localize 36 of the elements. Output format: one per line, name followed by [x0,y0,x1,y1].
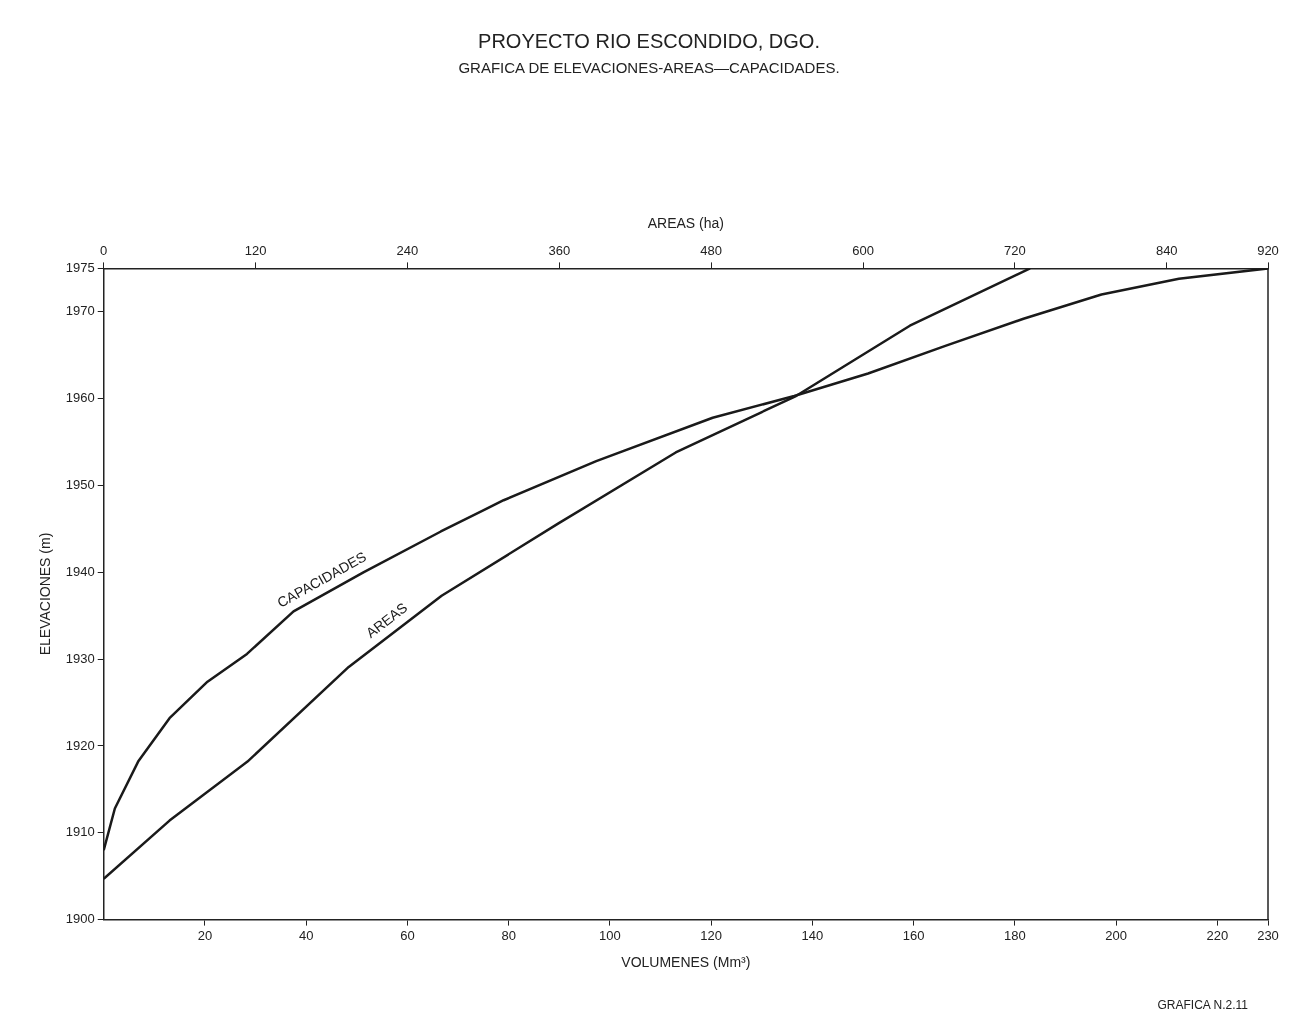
y-tick-label: 1910 [65,824,95,840]
x2-tick-label: 600 [852,243,874,259]
y-tick-label: 1970 [65,303,95,319]
x-tick-label: 200 [1105,927,1127,943]
x-axis-title: VOLUMENES (Mm³) [621,954,751,971]
text: GRAFICA N.2.11 [1157,998,1249,1013]
x2-tick-label: 360 [548,243,571,259]
y-axis-title: ELEVACIONES (m) [37,532,54,656]
x-tick-label: 220 [1206,927,1229,943]
x2-tick-label: 120 [244,243,267,259]
chart-subtitle: GRAFICA DE ELEVACIONES-AREAS—CAPACIDADES. [458,59,840,77]
x2-axis-title: AREAS (ha) [647,215,724,232]
x-tick-label: 180 [1004,927,1026,943]
y-tick-label: 1950 [65,477,95,493]
y-tick-label: 1975 [65,259,95,275]
x-tick-label: 160 [902,927,925,943]
x-tick-label: 120 [700,927,723,943]
x-tick-label: 40 [298,927,314,943]
y-tick-label: 1960 [65,390,95,406]
x2-tick-label: 840 [1155,243,1178,259]
x2-tick-label: 0 [100,243,108,259]
y-tick-label: 1940 [65,563,95,579]
x-tick-label: 140 [801,927,824,943]
x-tick-label: 100 [599,927,621,943]
y-tick-label: 1900 [65,911,95,927]
x-tick-label: 80 [501,927,516,943]
y-tick-label: 1920 [65,737,95,753]
x-tick-label: 230 [1257,927,1279,943]
x2-tick-label: 720 [1004,243,1026,259]
chart-title: PROYECTO RIO ESCONDIDO, DGO. [478,29,820,52]
x2-tick-label: 240 [396,243,419,259]
x-tick-label: 60 [400,927,415,943]
x2-tick-label: 920 [1257,243,1279,259]
x-tick-label: 20 [197,927,213,943]
y-tick-label: 1930 [65,650,95,666]
x2-tick-label: 480 [700,243,723,259]
